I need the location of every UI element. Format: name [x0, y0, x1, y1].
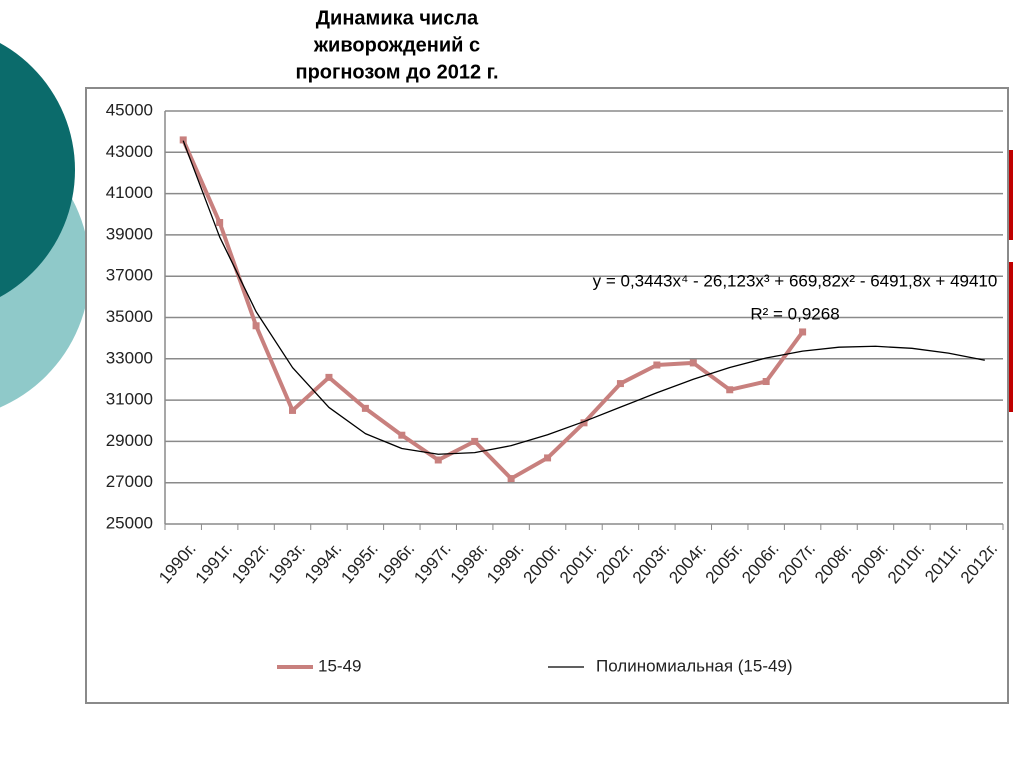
data-point — [216, 219, 224, 227]
data-point — [726, 386, 734, 394]
chart-title: живорождений с — [313, 34, 480, 56]
y-tick-label: 29000 — [106, 431, 153, 450]
data-point — [580, 419, 588, 427]
data-point — [762, 378, 770, 386]
y-tick-label: 27000 — [106, 472, 153, 491]
legend-label: Полиномиальная (15-49) — [596, 656, 793, 675]
data-point — [507, 475, 515, 483]
data-point — [252, 322, 260, 330]
data-point — [434, 456, 442, 464]
trend-equation: y = 0,3443x⁴ - 26,123x³ + 669,82x² - 649… — [593, 271, 998, 290]
data-point — [544, 454, 552, 462]
chart-title: прогнозом до 2012 г. — [295, 61, 498, 83]
decor-bar — [1009, 262, 1013, 412]
y-tick-label: 35000 — [106, 307, 153, 326]
data-point — [471, 437, 479, 445]
data-point — [398, 431, 406, 439]
data-point — [361, 404, 369, 412]
y-tick-label: 31000 — [106, 390, 153, 409]
legend-label: 15-49 — [318, 656, 361, 675]
data-point — [799, 328, 807, 336]
data-line — [181, 139, 805, 481]
chart-title: Динамика числа — [316, 7, 479, 29]
data-point — [616, 380, 624, 388]
decor-circle — [0, 43, 75, 297]
chart-frame — [85, 87, 1009, 704]
data-point — [179, 136, 187, 144]
y-tick-label: 41000 — [106, 183, 153, 202]
data-point — [325, 373, 333, 381]
y-tick-label: 43000 — [106, 142, 153, 161]
data-point — [689, 359, 697, 367]
decor-bar — [1009, 150, 1013, 240]
trend-line — [182, 140, 985, 455]
data-point — [289, 406, 297, 414]
y-tick-label: 39000 — [106, 224, 153, 243]
y-tick-label: 37000 — [106, 266, 153, 285]
data-point — [653, 361, 661, 369]
trend-r2: R² = 0,9268 — [750, 304, 839, 323]
y-tick-label: 33000 — [106, 348, 153, 367]
y-tick-label: 25000 — [106, 513, 153, 532]
y-tick-label: 45000 — [106, 100, 153, 119]
